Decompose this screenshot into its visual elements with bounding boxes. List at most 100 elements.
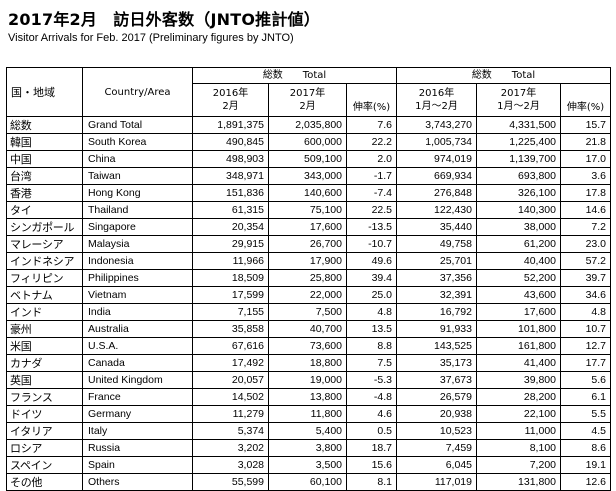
cell-growth-cum: 14.6 — [560, 201, 611, 219]
cell-growth-cum: 17.8 — [560, 184, 611, 202]
header-2016-cum-year: 2016年 — [418, 88, 455, 99]
cell-feb-2016: 1,891,375 — [192, 116, 269, 134]
cell-cum-2017: 41,400 — [476, 354, 561, 372]
header-2017-cum-period: 1月～2月 — [497, 101, 540, 112]
cell-growth-cum: 6.1 — [560, 388, 611, 406]
cell-cum-2017: 693,800 — [476, 167, 561, 185]
cell-feb-2017: 22,000 — [268, 286, 347, 304]
table-row: カナダ Canada 17,492 18,800 7.5 35,173 41,400 17.7 — [6, 354, 611, 372]
table-row: 台湾 Taiwan 348,971 343,000 -1.7 669,934 693,800… — [6, 167, 611, 185]
cell-cum-2017: 8,100 — [476, 439, 561, 457]
cell-growth-cum: 5.6 — [560, 371, 611, 389]
cell-feb-2016: 348,971 — [192, 167, 269, 185]
table-row: フランス France 14,502 13,800 -4.8 26,579 28,200 6.… — [6, 388, 611, 406]
cell-growth-cum: 34.6 — [560, 286, 611, 304]
cell-region-jp: 米国 — [6, 337, 83, 355]
cell-cum-2017: 11,000 — [476, 422, 561, 440]
cell-cum-2016: 276,848 — [396, 184, 477, 202]
cell-growth-feb: 22.5 — [346, 201, 397, 219]
cell-growth-cum: 4.5 — [560, 422, 611, 440]
cell-growth-feb: 49.6 — [346, 252, 397, 270]
cell-growth-cum: 3.6 — [560, 167, 611, 185]
page-subtitle: Visitor Arrivals for Feb. 2017 (Prelimin… — [8, 32, 294, 44]
cell-cum-2017: 17,600 — [476, 303, 561, 321]
cell-cum-2016: 974,019 — [396, 150, 477, 168]
header-growth-rate-cumulative: 伸率(%) — [560, 83, 611, 117]
table-row: ロシア Russia 3,202 3,800 18.7 7,459 8,100 8.6 — [6, 439, 611, 457]
cell-cum-2017: 131,800 — [476, 473, 561, 491]
cell-growth-cum: 10.7 — [560, 320, 611, 338]
cell-region-jp: シンガポール — [6, 218, 83, 236]
cell-feb-2016: 55,599 — [192, 473, 269, 491]
table-row: 英国 United Kingdom 20,057 19,000 -5.3 37,673 39… — [6, 371, 611, 389]
cell-cum-2017: 39,800 — [476, 371, 561, 389]
cell-country-en: Vietnam — [82, 286, 193, 304]
cell-feb-2017: 17,900 — [268, 252, 347, 270]
cell-feb-2017: 18,800 — [268, 354, 347, 372]
cell-region-jp: スペイン — [6, 456, 83, 474]
table-row: スペイン Spain 3,028 3,500 15.6 6,045 7,200 19.1 — [6, 456, 611, 474]
cell-region-jp: 香港 — [6, 184, 83, 202]
cell-country-en: Taiwan — [82, 167, 193, 185]
cell-cum-2016: 49,758 — [396, 235, 477, 253]
cell-region-jp: その他 — [6, 473, 83, 491]
cell-feb-2016: 17,599 — [192, 286, 269, 304]
header-2017-feb: 2017年 2月 — [268, 83, 347, 117]
table-row: 総数 Grand Total 1,891,375 2,035,800 7.6 3,743,… — [6, 116, 611, 134]
cell-country-en: Hong Kong — [82, 184, 193, 202]
cell-region-jp: 中国 — [6, 150, 83, 168]
visitor-arrivals-table: 国・地域 Country/Area 総数 Total 総数 Total 2016… — [6, 67, 611, 491]
cell-region-jp: 英国 — [6, 371, 83, 389]
cell-cum-2016: 37,673 — [396, 371, 477, 389]
cell-country-en: Others — [82, 473, 193, 491]
header-group-feb-total: 総数 Total — [192, 67, 397, 84]
table-row: フィリピン Philippines 18,509 25,800 39.4 37,356 52… — [6, 269, 611, 287]
cell-cum-2016: 32,391 — [396, 286, 477, 304]
cell-country-en: Grand Total — [82, 116, 193, 134]
cell-growth-feb: 7.5 — [346, 354, 397, 372]
table-body: 総数 Grand Total 1,891,375 2,035,800 7.6 3,743,… — [6, 116, 611, 491]
cell-growth-cum: 23.0 — [560, 235, 611, 253]
cell-feb-2016: 67,616 — [192, 337, 269, 355]
cell-growth-feb: 7.6 — [346, 116, 397, 134]
cell-region-jp: ベトナム — [6, 286, 83, 304]
cell-feb-2016: 14,502 — [192, 388, 269, 406]
cell-cum-2016: 1,005,734 — [396, 133, 477, 151]
cell-cum-2017: 140,300 — [476, 201, 561, 219]
cell-feb-2017: 60,100 — [268, 473, 347, 491]
cell-growth-feb: -10.7 — [346, 235, 397, 253]
cell-feb-2017: 5,400 — [268, 422, 347, 440]
cell-cum-2017: 326,100 — [476, 184, 561, 202]
cell-country-en: South Korea — [82, 133, 193, 151]
cell-region-jp: フィリピン — [6, 269, 83, 287]
cell-region-jp: マレーシア — [6, 235, 83, 253]
cell-cum-2017: 28,200 — [476, 388, 561, 406]
cell-growth-cum: 12.6 — [560, 473, 611, 491]
cell-country-en: China — [82, 150, 193, 168]
table-row: 香港 Hong Kong 151,836 140,600 -7.4 276,848 326,… — [6, 184, 611, 202]
cell-country-en: Singapore — [82, 218, 193, 236]
cell-cum-2017: 101,800 — [476, 320, 561, 338]
cell-feb-2017: 13,800 — [268, 388, 347, 406]
cell-cum-2016: 35,173 — [396, 354, 477, 372]
cell-growth-feb: -1.7 — [346, 167, 397, 185]
cell-cum-2017: 52,200 — [476, 269, 561, 287]
cell-cum-2016: 35,440 — [396, 218, 477, 236]
table-row: 中国 China 498,903 509,100 2.0 974,019 1,139,700… — [6, 150, 611, 168]
cell-feb-2017: 3,500 — [268, 456, 347, 474]
table-row: その他 Others 55,599 60,100 8.1 117,019 131,800 12… — [6, 473, 611, 491]
cell-growth-feb: 15.6 — [346, 456, 397, 474]
cell-feb-2016: 18,509 — [192, 269, 269, 287]
cell-region-jp: 韓国 — [6, 133, 83, 151]
table-row: マレーシア Malaysia 29,915 26,700 -10.7 49,758 61,2… — [6, 235, 611, 253]
table-row: ベトナム Vietnam 17,599 22,000 25.0 32,391 43,600 3… — [6, 286, 611, 304]
cell-growth-feb: 2.0 — [346, 150, 397, 168]
cell-country-en: Philippines — [82, 269, 193, 287]
cell-country-en: United Kingdom — [82, 371, 193, 389]
cell-cum-2017: 61,200 — [476, 235, 561, 253]
cell-region-jp: インド — [6, 303, 83, 321]
header-2016-cum-period: 1月～2月 — [415, 101, 458, 112]
cell-feb-2016: 7,155 — [192, 303, 269, 321]
cell-feb-2017: 11,800 — [268, 405, 347, 423]
cell-growth-cum: 19.1 — [560, 456, 611, 474]
